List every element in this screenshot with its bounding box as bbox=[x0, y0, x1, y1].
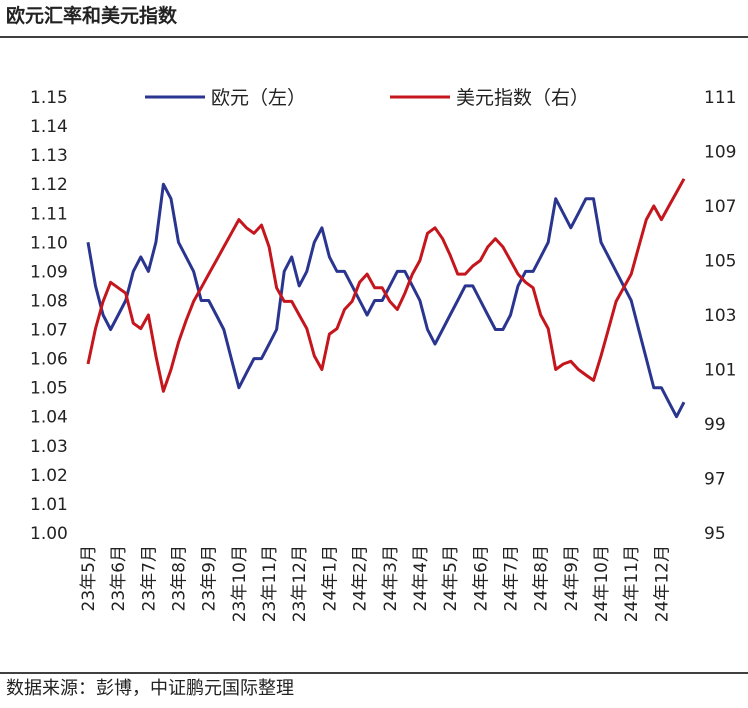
chart-title: 欧元汇率和美元指数 bbox=[6, 4, 178, 27]
x-tick-label: 23年9月 bbox=[200, 545, 220, 611]
y-tick-label: 1.04 bbox=[30, 408, 68, 428]
x-tick-label: 23年8月 bbox=[170, 545, 190, 611]
series-line bbox=[86, 182, 686, 419]
y2-tick-label: 105 bbox=[704, 252, 736, 272]
x-tick-label: 24年5月 bbox=[441, 545, 461, 611]
x-tick-label: 24年8月 bbox=[532, 545, 552, 611]
y2-tick-label: 111 bbox=[704, 88, 736, 108]
x-tick-label: 24年2月 bbox=[351, 545, 371, 611]
x-tick-label: 23年6月 bbox=[109, 545, 129, 611]
series-line bbox=[86, 178, 686, 393]
y-tick-label: 1.15 bbox=[30, 88, 68, 108]
x-tick-label: 24年9月 bbox=[562, 545, 582, 611]
x-tick-label: 24年3月 bbox=[381, 545, 401, 611]
y2-tick-label: 107 bbox=[704, 197, 736, 217]
x-tick-label: 24年10月 bbox=[592, 545, 612, 622]
y2-tick-label: 95 bbox=[704, 524, 726, 544]
x-tick-label: 23年10月 bbox=[230, 545, 250, 622]
source: 数据来源：彭博，中证鹏元国际整理 bbox=[6, 678, 294, 699]
x-tick-label: 23年12月 bbox=[290, 545, 310, 622]
legend-label: 欧元（左） bbox=[211, 87, 306, 109]
y-tick-label: 1.03 bbox=[30, 437, 68, 457]
y-tick-label: 1.14 bbox=[30, 117, 68, 137]
y2-tick-label: 103 bbox=[704, 306, 736, 326]
y2-tick-label: 101 bbox=[704, 361, 736, 381]
y-tick-label: 1.09 bbox=[30, 262, 68, 282]
x-tick-label: 23年7月 bbox=[139, 545, 159, 611]
x-tick-label: 24年1月 bbox=[320, 545, 340, 611]
y-tick-label: 1.02 bbox=[30, 466, 68, 486]
y-tick-label: 1.07 bbox=[30, 321, 68, 341]
y-tick-label: 1.12 bbox=[30, 175, 68, 195]
y-tick-label: 1.00 bbox=[30, 524, 68, 544]
x-tick-label: 24年12月 bbox=[652, 545, 672, 622]
y-tick-label: 1.11 bbox=[30, 204, 68, 224]
x-tick-label: 24年6月 bbox=[471, 545, 491, 611]
x-tick-label: 24年4月 bbox=[411, 545, 431, 611]
y-tick-label: 1.05 bbox=[30, 379, 68, 399]
y2-tick-label: 97 bbox=[704, 470, 726, 490]
x-tick-label: 23年11月 bbox=[260, 545, 280, 622]
x-tick-label: 23年5月 bbox=[79, 545, 99, 611]
x-tick-label: 24年7月 bbox=[501, 545, 521, 611]
y2-tick-label: 99 bbox=[704, 415, 726, 435]
y2-tick-label: 109 bbox=[704, 143, 736, 163]
y-tick-label: 1.10 bbox=[30, 233, 68, 253]
x-tick-label: 24年11月 bbox=[622, 545, 642, 622]
y-tick-label: 1.13 bbox=[30, 146, 68, 166]
y-tick-label: 1.01 bbox=[30, 495, 68, 515]
y-tick-label: 1.06 bbox=[30, 350, 68, 370]
legend-label: 美元指数（右） bbox=[456, 87, 589, 109]
y-tick-label: 1.08 bbox=[30, 291, 68, 311]
